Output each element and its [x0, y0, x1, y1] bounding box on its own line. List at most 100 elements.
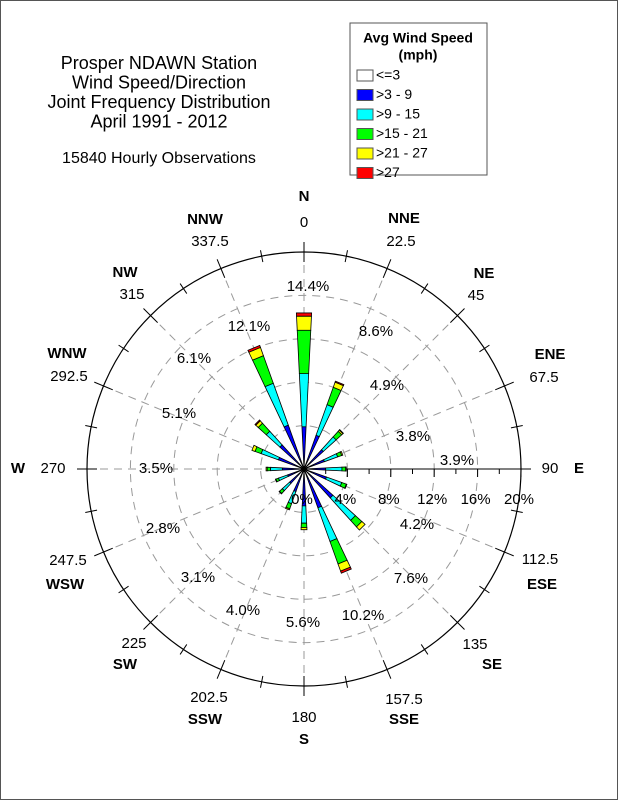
bar-segment	[300, 505, 308, 524]
bar-wsw	[274, 468, 305, 483]
direction-tick	[344, 250, 348, 263]
bar-wnw	[251, 444, 305, 470]
direction-tick	[382, 660, 392, 679]
direction-total-label: 3.8%	[396, 428, 430, 445]
chart-subtitle: 15840 Hourly Observations	[62, 150, 256, 167]
direction-name-label: E	[574, 460, 584, 477]
direction-tick	[85, 509, 98, 513]
bar-e	[303, 466, 347, 472]
grid-spoke	[103, 468, 305, 553]
bar-ene	[303, 450, 344, 470]
direction-tick	[143, 615, 158, 630]
direction-total-label: 5.6%	[286, 614, 320, 631]
bar-segment	[265, 430, 283, 448]
bar-n	[295, 312, 313, 470]
bar-segment	[300, 527, 308, 531]
bar-segment	[278, 490, 283, 495]
bar-segment	[265, 466, 268, 472]
bar-w	[265, 466, 305, 472]
direction-tick	[260, 250, 264, 263]
chart-title-line: Prosper NDAWN Station	[61, 53, 257, 73]
direction-total-label: 4.2%	[400, 516, 434, 533]
direction-degrees-label: 112.5	[522, 551, 558, 568]
bar-segment	[323, 453, 339, 463]
direction-degrees-label: 247.5	[49, 552, 87, 569]
bar-nw	[254, 419, 305, 470]
radial-axis-label: 8%	[378, 491, 400, 508]
bar-segment	[296, 315, 312, 331]
bar-segment	[326, 386, 342, 408]
legend-swatch	[356, 89, 374, 101]
bar-segment	[300, 522, 308, 528]
radial-axis-label: 4%	[335, 491, 357, 508]
direction-degrees-label: 315	[119, 286, 144, 303]
direction-name-label: W	[11, 460, 26, 477]
direction-tick	[143, 308, 158, 323]
bar-sw	[278, 468, 305, 495]
direction-tick	[216, 259, 226, 278]
direction-total-label: 10.2%	[342, 607, 385, 624]
bar-segment	[260, 448, 280, 461]
bar-segment	[270, 466, 283, 472]
bar-segment	[251, 355, 274, 388]
direction-tick	[495, 381, 514, 391]
radial-axis-label: 20%	[504, 491, 534, 508]
bar-sse	[303, 468, 352, 574]
legend-swatch	[356, 69, 374, 82]
chart-title-line: Wind Speed/Direction	[72, 72, 246, 92]
direction-name-label: SSW	[188, 711, 223, 728]
direction-name-label: N	[299, 188, 310, 205]
legend-swatch	[356, 108, 374, 121]
center-dot	[301, 466, 307, 472]
direction-degrees-label: 90	[542, 460, 559, 477]
direction-total-label: 6.1%	[177, 350, 211, 367]
bar-s	[300, 468, 308, 531]
direction-name-label: NNE	[388, 210, 420, 227]
bar-ese	[303, 468, 348, 490]
direction-tick	[216, 660, 226, 679]
bar-segment	[340, 566, 352, 574]
direction-tick	[94, 381, 113, 391]
bar-segment	[320, 436, 337, 453]
bar-ne	[303, 429, 344, 470]
direction-degrees-label: 0	[300, 214, 308, 231]
direction-tick	[479, 585, 490, 594]
direction-tick	[179, 283, 188, 294]
legend-swatch	[356, 147, 374, 160]
bar-segment	[303, 449, 324, 470]
bar-segment	[279, 444, 305, 470]
bar-segment	[254, 419, 261, 426]
direction-degrees-label: 225	[121, 635, 146, 652]
bar-segment	[298, 373, 310, 428]
direction-name-label: ENE	[535, 346, 566, 363]
chart-title-line: April 1991 - 2012	[90, 111, 227, 131]
bar-segment	[338, 429, 344, 435]
legend: Avg Wind Speed(mph) <=3 >3 - 9 >9 - 15 >15 -…	[349, 22, 488, 180]
legend-label: >3 - 9	[376, 86, 412, 102]
radial-axis-label: 0%	[291, 491, 313, 508]
bar-segment	[329, 538, 348, 565]
direction-total-label: 3.1%	[181, 569, 215, 586]
direction-tick	[179, 644, 188, 655]
bar-segment	[247, 344, 261, 353]
legend-label: >27	[376, 164, 400, 180]
bar-segment	[325, 476, 343, 487]
direction-name-label: WSW	[46, 576, 85, 593]
direction-total-label: 5.1%	[162, 405, 196, 422]
bar-ssw	[284, 468, 305, 511]
direction-tick	[510, 425, 523, 429]
direction-tick	[94, 547, 113, 557]
bar-segment	[264, 382, 289, 428]
direction-tick	[260, 675, 264, 688]
direction-total-label: 3.5%	[139, 460, 173, 477]
direction-degrees-label: 180	[291, 709, 316, 726]
direction-degrees-label: 22.5	[386, 233, 415, 250]
direction-tick	[420, 283, 429, 294]
legend-label: <=3	[376, 67, 400, 83]
radial-axis-label: 12%	[417, 491, 447, 508]
bar-segment	[345, 466, 347, 472]
direction-name-label: SE	[482, 656, 502, 673]
direction-degrees-label: 270	[40, 460, 65, 477]
